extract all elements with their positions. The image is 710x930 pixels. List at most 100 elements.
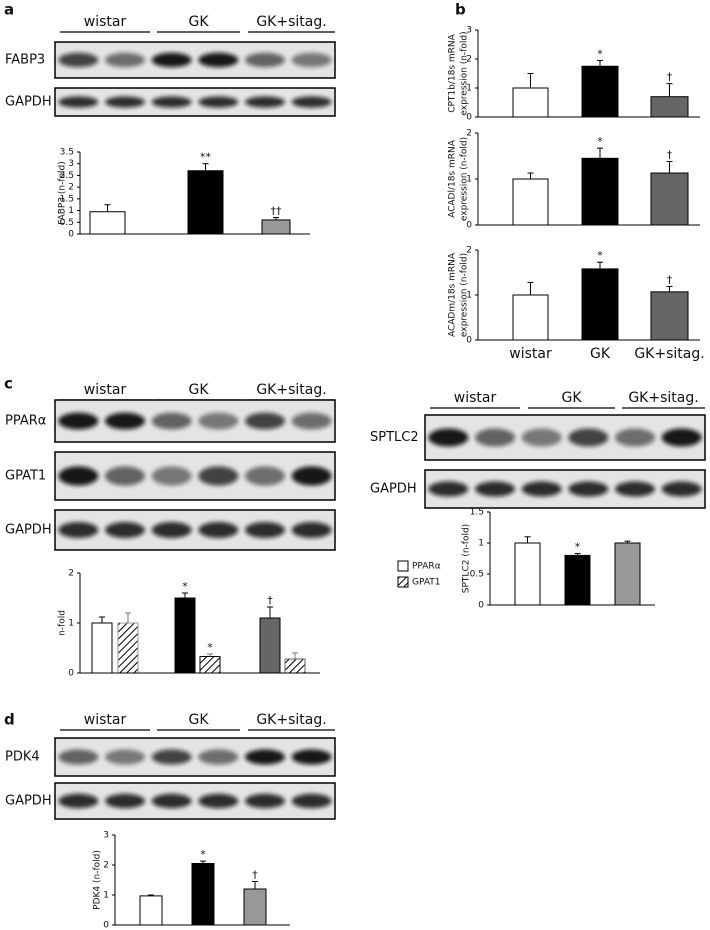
y-tick-label: 0.5 — [60, 218, 74, 228]
blot-label: GAPDH — [370, 482, 417, 497]
bar — [650, 96, 689, 118]
legend-label: PPARα — [412, 562, 441, 572]
blot-band — [151, 522, 192, 538]
y-tick-label: 2 — [466, 246, 472, 256]
y-tick-label: 0 — [103, 921, 109, 930]
blot-band — [58, 793, 99, 809]
blot-band — [291, 522, 332, 538]
bar — [581, 65, 619, 118]
y-axis-label: CPT1b/18s mRNA — [448, 33, 458, 112]
blot-band — [58, 749, 99, 765]
blot-frame — [54, 509, 336, 551]
annotation: * — [597, 249, 603, 262]
y-tick-label: 1 — [103, 891, 109, 901]
bar — [89, 211, 126, 235]
y-tick-label: 0 — [68, 230, 74, 240]
blot-band — [105, 793, 145, 809]
annotation: * — [597, 47, 603, 60]
y-tick-label: 1 — [68, 206, 74, 216]
panel-letter: d — [4, 711, 15, 729]
bar — [512, 178, 549, 226]
y-tick-label: 2 — [466, 129, 472, 139]
y-tick-label: 0 — [466, 221, 472, 231]
group-label: wistar — [84, 712, 127, 728]
annotation: † — [667, 273, 673, 286]
blot-band — [291, 793, 332, 809]
blot-band — [245, 793, 285, 809]
blot-band — [151, 466, 192, 486]
blot-band — [198, 52, 239, 68]
bar — [581, 268, 619, 341]
bar — [284, 658, 306, 674]
annotation: * — [200, 848, 206, 861]
blot-frame — [54, 782, 336, 820]
annotation: † — [267, 594, 273, 607]
y-tick-label: 1 — [478, 539, 484, 549]
y-tick-label: 1 — [466, 175, 472, 185]
group-label: GK — [188, 382, 209, 398]
bar — [512, 294, 549, 341]
y-tick-label: 0.5 — [470, 570, 484, 580]
annotation: * — [207, 641, 213, 654]
y-axis-label: expression (n-fold) — [460, 137, 470, 221]
blot-band — [105, 412, 145, 430]
blot-band — [245, 412, 285, 430]
blot-frame — [54, 87, 336, 117]
panel-letter: c — [4, 375, 13, 393]
y-tick-label: 2 — [103, 861, 109, 871]
y-tick-label: 0 — [478, 601, 484, 611]
group-label: GK+sitag. — [256, 382, 326, 398]
y-tick-label: 1 — [466, 291, 472, 301]
group-label: GK — [561, 390, 582, 406]
bar — [243, 888, 267, 926]
y-axis-label: expression (n-fold) — [460, 253, 470, 337]
blot-band — [105, 749, 145, 765]
legend-swatch — [397, 576, 409, 588]
blot-band — [198, 412, 239, 430]
annotation: * — [597, 135, 603, 148]
blot-label: GAPDH — [5, 523, 52, 538]
blot-band — [105, 466, 145, 486]
y-tick-label: 0 — [466, 113, 472, 123]
bar — [261, 219, 291, 235]
blot-band — [521, 481, 562, 497]
blot-band — [58, 96, 99, 108]
blot-label: GAPDH — [5, 95, 52, 110]
blot-band — [58, 522, 99, 538]
blot-band — [198, 793, 239, 809]
blot-band — [291, 466, 332, 486]
blot-band — [428, 481, 469, 497]
blot-band — [291, 96, 332, 108]
blot-band — [151, 793, 192, 809]
blot-label: PDK4 — [5, 750, 40, 765]
y-tick-label: 1 — [68, 619, 74, 629]
blot-band — [291, 412, 332, 430]
blot-band — [198, 522, 239, 538]
y-axis-label: PDK4 (n-fold) — [93, 850, 103, 910]
blot-band — [58, 466, 99, 486]
blot-band — [58, 52, 99, 68]
y-tick-label: 0 — [68, 669, 74, 679]
y-tick-label: 3.5 — [60, 148, 74, 158]
y-tick-label: 0 — [466, 336, 472, 346]
bar — [199, 656, 221, 674]
blot-band — [151, 52, 192, 68]
y-tick-label: 1.5 — [60, 194, 74, 204]
y-axis-label: n-fold — [58, 610, 68, 636]
bar — [187, 170, 224, 235]
annotation: † — [252, 869, 258, 882]
bar — [259, 617, 281, 674]
y-axis-label: SPTLC2 (n-fold) — [462, 524, 472, 593]
y-tick-label: 2 — [68, 569, 74, 579]
blot-band — [245, 52, 285, 68]
blot-frame — [424, 414, 706, 461]
group-label: GK — [188, 14, 209, 30]
y-tick-label: 3 — [466, 26, 472, 36]
blot-band — [568, 428, 609, 447]
annotation: ** — [200, 151, 212, 164]
blot-band — [245, 522, 285, 538]
y-axis-label: ACADm/18s mRNA — [448, 252, 458, 337]
group-label: wistar — [84, 382, 127, 398]
bar — [191, 863, 215, 926]
bar — [117, 622, 139, 674]
